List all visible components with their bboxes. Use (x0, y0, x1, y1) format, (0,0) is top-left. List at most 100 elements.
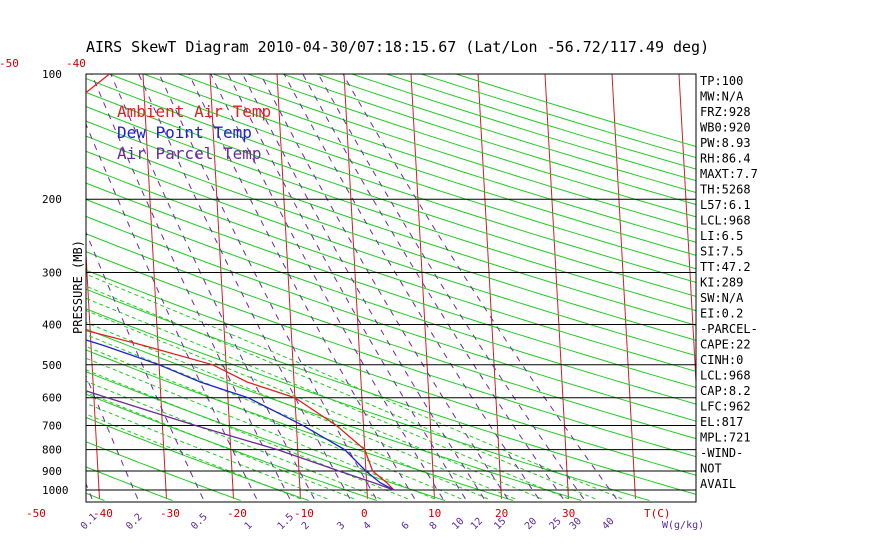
legend-item: Air Parcel Temp (117, 144, 262, 163)
mixing-ratio-line (283, 74, 540, 500)
index-item: TP:100 (700, 74, 743, 88)
pressure-tick-label: 1000 (42, 484, 69, 497)
pressure-tick-label: 500 (42, 359, 62, 372)
index-item: SI:7.5 (700, 245, 743, 259)
chart-title: AIRS SkewT Diagram 2010-04-30/07:18:15.6… (86, 38, 709, 56)
index-item: CAPE:22 (700, 338, 751, 352)
y-axis-label: PRESSURE (MB) (71, 240, 85, 334)
dry-adiabat-line (107, 74, 696, 270)
index-item: CAP:8.2 (700, 384, 751, 398)
index-item: MPL:721 (700, 431, 751, 445)
isotherm-line (142, 74, 167, 499)
isotherm-line (544, 74, 569, 499)
moist-adiabat-line (86, 413, 301, 500)
pressure-tick-label: 900 (42, 465, 62, 478)
isotherm-line (8, 55, 33, 499)
index-item: FRZ:928 (700, 105, 751, 119)
mixing-ratio-line (158, 74, 377, 500)
index-item: AVAIL (700, 477, 736, 491)
dry-adiabat-line (86, 106, 696, 312)
index-item: CINH:0 (700, 353, 743, 367)
pressure-tick-label: 100 (42, 68, 62, 81)
index-item: WB0:920 (700, 121, 751, 135)
pressure-tick-label: 200 (42, 193, 62, 206)
isotherm-line (611, 74, 636, 499)
mixing-ratio-line (227, 74, 466, 500)
index-item: RH:86.4 (700, 152, 751, 166)
dry-adiabat-line (86, 166, 696, 372)
profile-series (86, 74, 395, 491)
moist-adiabat-line (86, 380, 382, 500)
dry-adiabat-line (86, 150, 696, 357)
legend-item: Ambient Air Temp (117, 102, 271, 121)
mixing-ratio-line (342, 74, 617, 500)
dry-adiabat-line (211, 74, 696, 231)
mixing-ratio-label: 12 (469, 516, 485, 532)
dry-adiabat-line (86, 308, 650, 501)
index-item: LFC:962 (700, 400, 751, 414)
mixing-ratio-label: 8 (428, 520, 440, 532)
series-line (86, 339, 395, 491)
index-item: PW:8.93 (700, 136, 751, 150)
pressure-tick-label: 700 (42, 420, 62, 433)
mixing-ratio-label: 1 (243, 520, 255, 532)
dry-adiabat-line (86, 215, 696, 422)
isotherm-line (209, 74, 234, 499)
pressure-tick-label: 300 (42, 266, 62, 279)
mixing-ratio-label: 20 (523, 516, 539, 532)
isotherm-line (276, 74, 301, 499)
dry-adiabat-line (86, 120, 696, 326)
index-item: KI:289 (700, 276, 743, 290)
temp-tick-label-bottom: -50 (26, 507, 46, 520)
mixing-ratio-label: 0.5 (189, 512, 210, 533)
dry-adiabat-line (86, 91, 696, 297)
dry-adiabat-line (281, 74, 696, 206)
index-item: -PARCEL- (700, 322, 758, 336)
dry-adiabat-line (142, 74, 696, 256)
pressure-tick-label: 600 (42, 392, 62, 405)
mixing-ratio-label: 3 (335, 520, 347, 532)
moist-adiabat-line (86, 391, 355, 500)
index-item: LCL:968 (700, 369, 751, 383)
plot-frame (85, 73, 697, 503)
mixing-axis-label: W(g/kg) (662, 520, 704, 531)
mixing-ratio-label: 2 (300, 520, 312, 532)
dry-adiabat-line (315, 74, 696, 194)
dry-adiabat-line (177, 74, 696, 243)
mixing-ratio-label: 0.2 (124, 512, 145, 533)
isotherm-line (343, 74, 368, 499)
mixing-ratio-line (241, 74, 485, 500)
mixing-ratio-label: 40 (600, 516, 616, 532)
dry-adiabat-line (86, 233, 696, 440)
temp-tick-label-bottom: 30 (562, 507, 575, 520)
mixing-ratio-line (91, 74, 291, 500)
temp-tick-label-bottom: -30 (160, 507, 180, 520)
mixing-ratio-line (259, 74, 509, 500)
index-item: MW:N/A (700, 90, 744, 104)
x-axis-label: T(C) (644, 507, 671, 520)
temp-tick-label-bottom: 0 (361, 507, 368, 520)
isotherm-line (410, 74, 435, 499)
index-item: -WIND- (700, 446, 743, 460)
moist-adiabat-line (86, 322, 516, 500)
moist-adiabat-line (86, 357, 435, 500)
series-line (86, 390, 395, 491)
moist-adiabat-line (86, 402, 328, 500)
index-item: TT:47.2 (700, 260, 751, 274)
mixing-ratio-line (317, 74, 585, 500)
temp-tick-label-top: -50 (0, 57, 19, 70)
mixing-ratio-label: 10 (450, 516, 466, 532)
dry-adiabat-line (86, 77, 696, 283)
mixing-ratio-line (86, 374, 139, 499)
isotherm-line (86, 245, 100, 499)
temp-tick-label-bottom: -10 (294, 507, 314, 520)
moist-adiabat-line (86, 273, 623, 500)
temp-tick-label-bottom: 10 (428, 507, 441, 520)
legend: Ambient Air Temp Dew Point Temp Air Parcel… (117, 102, 271, 163)
pressure-tick-label: 400 (42, 318, 62, 331)
index-item: LI:6.5 (700, 229, 743, 243)
series-line (86, 74, 395, 491)
moist-adiabat-line (86, 334, 489, 500)
